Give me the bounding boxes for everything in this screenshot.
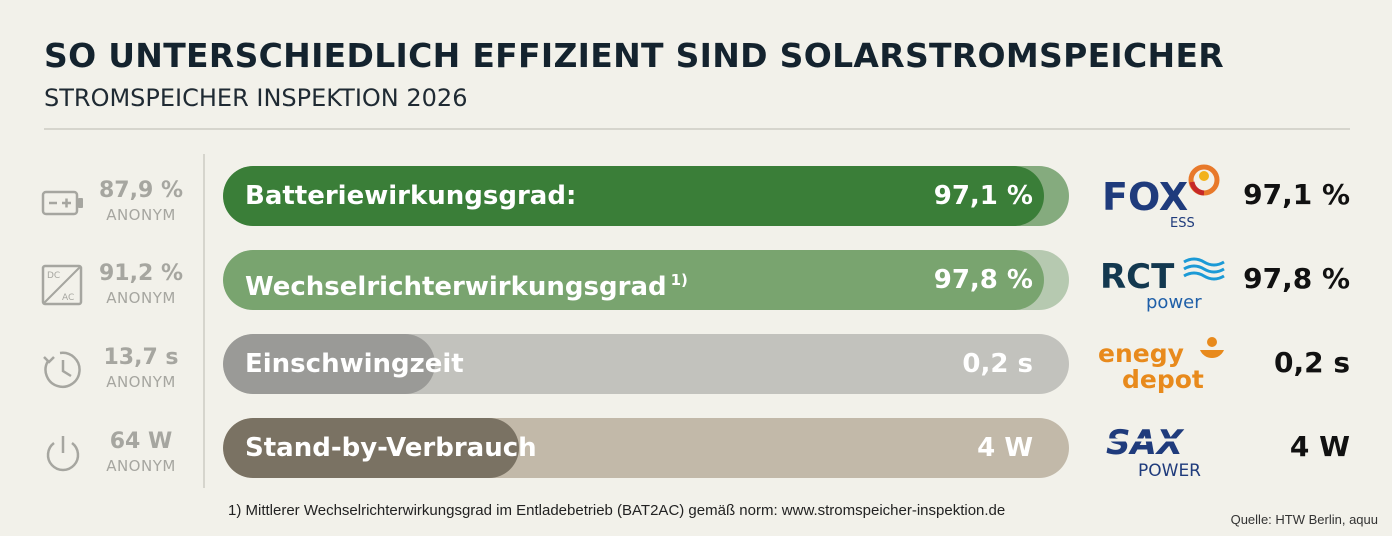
rct-power-logo: RCT power bbox=[1100, 257, 1225, 313]
svg-text:RCT: RCT bbox=[1100, 257, 1175, 297]
svg-text:ESS: ESS bbox=[1170, 216, 1195, 228]
worst-value-battery: 87,9 % ANONYM bbox=[40, 176, 190, 238]
header-divider bbox=[44, 128, 1350, 130]
bar-fill bbox=[223, 418, 520, 478]
bar-battery-efficiency: Batteriewirkungsgrad: 97,1 % bbox=[223, 166, 1069, 226]
fox-ess-logo: FOX ESS bbox=[1102, 164, 1220, 228]
svg-text:FOX: FOX bbox=[1102, 175, 1188, 219]
battery-icon bbox=[41, 190, 83, 216]
bar-fill bbox=[223, 166, 1044, 226]
bar-category-label: Wechselrichterwirkungsgrad 1) bbox=[245, 271, 688, 302]
bar-value-label: 97,1 % bbox=[933, 181, 1033, 211]
svg-text:SAX: SAX bbox=[1106, 423, 1185, 463]
best-value: 4 W bbox=[1289, 430, 1350, 463]
worst-value-settling: 13,7 s ANONYM bbox=[40, 343, 190, 405]
worst-value: 13,7 s bbox=[103, 345, 179, 370]
energy-depot-logo: enegy depot bbox=[1098, 337, 1224, 394]
svg-text:DC: DC bbox=[47, 271, 60, 281]
footnote: 1) Mittlerer Wechselrichterwirkungsgrad … bbox=[228, 502, 1006, 519]
clock-icon bbox=[43, 351, 81, 388]
bar-category-label: Stand-by-Verbrauch bbox=[245, 433, 537, 463]
svg-text:POWER: POWER bbox=[1138, 461, 1201, 481]
worst-label: ANONYM bbox=[106, 289, 176, 307]
bar-standby-consumption: Stand-by-Verbrauch 4 W bbox=[223, 418, 1069, 478]
sax-power-logo: SAX POWER bbox=[1106, 423, 1206, 481]
worst-label: ANONYM bbox=[106, 373, 176, 391]
svg-text:AC: AC bbox=[62, 293, 74, 303]
worst-value-inverter: DC AC 91,2 % ANONYM bbox=[40, 259, 190, 321]
power-icon bbox=[46, 436, 80, 472]
chart-subtitle: STROMSPEICHER INSPEKTION 2026 bbox=[44, 84, 468, 112]
bar-fill bbox=[223, 334, 435, 394]
best-value: 97,1 % bbox=[1243, 178, 1350, 211]
worst-value: 64 W bbox=[109, 429, 173, 454]
bar-value-label: 97,8 % bbox=[933, 265, 1033, 295]
dc-ac-icon: DC AC bbox=[41, 264, 83, 306]
bar-category-label: Batteriewirkungsgrad: bbox=[245, 181, 577, 211]
bar-settling-time: Einschwingzeit 0,2 s bbox=[223, 334, 1069, 394]
worst-label: ANONYM bbox=[106, 457, 176, 475]
chart-title: SO UNTERSCHIEDLICH EFFIZIENT SIND SOLARS… bbox=[44, 36, 1224, 75]
worst-value: 87,9 % bbox=[99, 178, 183, 203]
source-note: Quelle: HTW Berlin, aquu bbox=[1230, 512, 1378, 527]
svg-text:power: power bbox=[1146, 292, 1202, 313]
bar-category-label: Einschwingzeit bbox=[245, 349, 464, 379]
bar-value-label: 4 W bbox=[977, 433, 1033, 463]
bar-inverter-efficiency: Wechselrichterwirkungsgrad 1) 97,8 % bbox=[223, 250, 1069, 310]
worst-value-standby: 64 W ANONYM bbox=[40, 427, 190, 489]
left-column-divider bbox=[203, 154, 205, 488]
bar-value-label: 0,2 s bbox=[962, 349, 1033, 379]
svg-text:enegy: enegy bbox=[1098, 339, 1184, 368]
bar-fill bbox=[223, 250, 1044, 310]
worst-value: 91,2 % bbox=[99, 261, 183, 286]
footnote-mark: 1) bbox=[670, 271, 688, 289]
best-value: 0,2 s bbox=[1273, 346, 1350, 379]
best-value: 97,8 % bbox=[1243, 262, 1350, 295]
worst-label: ANONYM bbox=[106, 206, 176, 224]
svg-text:depot: depot bbox=[1122, 365, 1204, 394]
